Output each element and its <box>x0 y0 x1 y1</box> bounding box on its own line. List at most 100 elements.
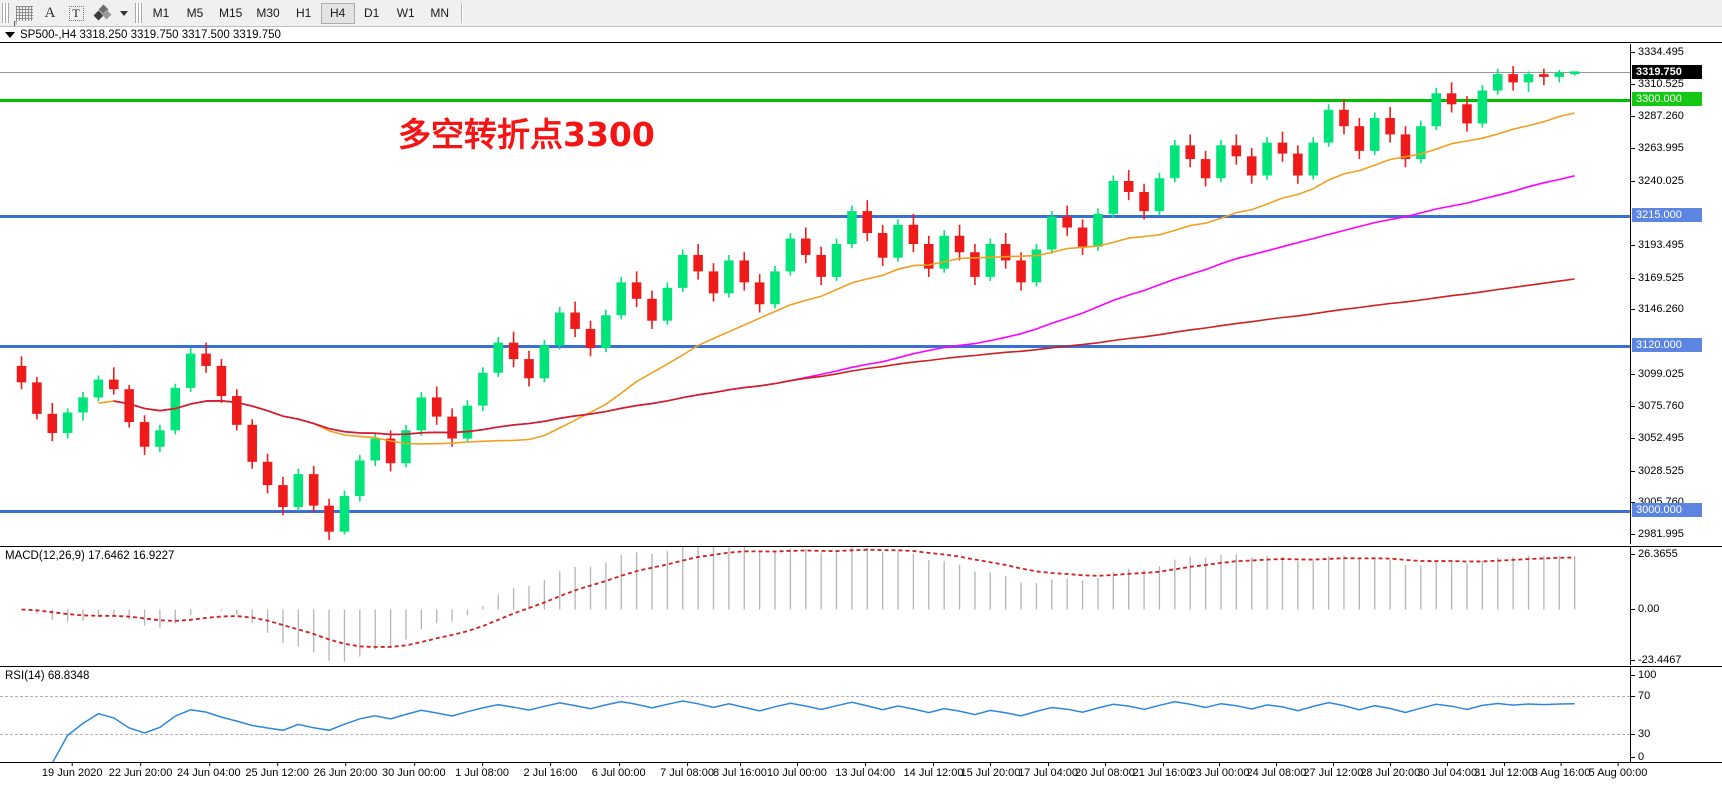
rsi-tick: 30 <box>1631 728 1650 740</box>
time-tick: 10 Jul 00:00 <box>766 762 827 779</box>
time-axis[interactable]: 19 Jun 2020 22 Jun 20:00 24 Jun 04:00 25 Ju… <box>0 762 1722 795</box>
text-tool-icon[interactable]: A <box>37 2 63 25</box>
price-tick: 3334.495 <box>1631 46 1684 58</box>
rsi-axis[interactable]: 100 70 30 0 <box>1630 667 1722 763</box>
ma-fast <box>98 112 1575 445</box>
price-plot-area[interactable] <box>0 44 1630 544</box>
symbol-ohlc-text: SP500-,H4 3318.250 3319.750 3317.500 331… <box>20 29 281 41</box>
time-tick: 30 Jul 04:00 <box>1417 762 1478 779</box>
time-tick: 28 Jul 20:00 <box>1360 762 1421 779</box>
time-tick: 31 Jul 12:00 <box>1474 762 1535 779</box>
timeframe-group: M1 M5 M15 M30 H1 H4 D1 W1 MN <box>144 0 457 27</box>
letter-t-glyph: T <box>68 5 84 21</box>
macd-tick: 0.00 <box>1631 603 1659 615</box>
price-panel[interactable]: 3334.495 3310.525 3287.260 3263.995 3240.025… <box>0 44 1722 544</box>
time-tick: 27 Jul 12:00 <box>1303 762 1364 779</box>
ma-mid <box>113 175 1575 436</box>
rsi-tick: 100 <box>1631 669 1656 681</box>
ma-slow <box>113 278 1575 436</box>
timeframe-m15[interactable]: M15 <box>219 6 243 20</box>
macd-plot-area[interactable] <box>0 547 1630 665</box>
time-tick: 30 Jun 00:00 <box>381 762 446 779</box>
rsi-panel[interactable]: 100 70 30 0 RSI(14) 68.8348 <box>0 666 1722 763</box>
last-price-line[interactable] <box>0 71 1630 73</box>
time-tick: 6 Jul 00:00 <box>591 762 646 779</box>
timeframe-h4[interactable]: H4 <box>320 2 355 24</box>
time-tick: 5 Aug 00:00 <box>1588 762 1648 779</box>
price-axis[interactable]: 3334.495 3310.525 3287.260 3263.995 3240.025… <box>1630 44 1722 544</box>
price-badge-blue[interactable]: 3000.000 <box>1632 502 1702 517</box>
macd-signal-line <box>21 548 1575 648</box>
shapes-glyph <box>93 4 112 21</box>
price-tick: 3075.760 <box>1631 400 1684 412</box>
timeframe-d1[interactable]: D1 <box>364 6 380 20</box>
price-tick: 3146.260 <box>1631 303 1684 315</box>
time-tick: 2 Jul 16:00 <box>523 762 578 779</box>
price-tick: 3193.495 <box>1631 239 1684 251</box>
toolbar-separator <box>460 3 463 23</box>
timeframe-mn[interactable]: MN <box>430 6 450 20</box>
time-tick: 3 Aug 16:00 <box>1531 762 1591 779</box>
price-tick: 3099.025 <box>1631 368 1684 380</box>
crosshair-glyph <box>14 5 33 28</box>
timeframe-m5[interactable]: M5 <box>186 6 204 20</box>
objects-dropdown-caret-icon[interactable] <box>115 2 133 25</box>
price-badge-green[interactable]: 3300.000 <box>1632 91 1702 106</box>
price-tick: 3052.495 <box>1631 432 1684 444</box>
symbol-dropdown-caret-icon[interactable] <box>5 32 15 38</box>
timeframe-h1[interactable]: H1 <box>296 6 312 20</box>
time-tick: 23 Jul 00:00 <box>1189 762 1250 779</box>
macd-tick: 26.3655 <box>1631 548 1678 560</box>
level-3300[interactable] <box>0 98 1630 102</box>
time-tick: 7 Jul 08:00 <box>660 762 714 779</box>
time-tick: 8 Jul 16:00 <box>713 762 767 779</box>
level-3000[interactable] <box>0 509 1630 513</box>
timeframe-m30[interactable]: M30 <box>256 6 280 20</box>
rsi-tick: 0 <box>1631 751 1644 763</box>
toolbar: A T M1 M5 M15 M30 H1 H4 D1 W1 MN <box>0 0 1722 28</box>
time-tick: 25 Jun 12:00 <box>245 762 309 779</box>
timeframe-m1[interactable]: M1 <box>152 6 170 20</box>
toolbar-grip-2[interactable] <box>135 3 142 23</box>
chevron-down-glyph <box>120 10 128 16</box>
rsi-label: RSI(14) 68.8348 <box>5 670 90 682</box>
symbol-bar: SP500-,H4 3318.250 3319.750 3317.500 331… <box>0 28 1722 43</box>
candlestick-series <box>16 65 1580 540</box>
time-tick: 24 Jul 08:00 <box>1246 762 1307 779</box>
price-tick: 3028.525 <box>1631 465 1684 477</box>
objects-tool-icon[interactable] <box>89 2 115 25</box>
rsi-plot-area[interactable] <box>0 667 1630 763</box>
label-tool-icon[interactable]: T <box>63 2 89 25</box>
macd-tick: -23.4467 <box>1631 654 1681 666</box>
level-3215[interactable] <box>0 215 1630 219</box>
price-tick: 3263.995 <box>1631 142 1684 154</box>
toolbar-tools-group: A T <box>11 0 133 28</box>
price-tick: 3310.525 <box>1631 78 1684 90</box>
macd-label: MACD(12,26,9) 17.6462 16.9227 <box>5 550 175 562</box>
price-tick: 2981.995 <box>1631 528 1684 540</box>
rsi-oversold-line <box>0 734 1630 736</box>
price-tick: 3169.525 <box>1631 272 1684 284</box>
toolbar-grip-1[interactable] <box>2 3 9 23</box>
time-tick: 19 Jun 2020 <box>41 762 103 779</box>
price-badge-blue[interactable]: 3215.000 <box>1632 208 1702 223</box>
macd-panel[interactable]: 26.3655 0.00 -23.4467 MACD(12,26,9) 17.646… <box>0 546 1722 666</box>
price-tick: 3240.025 <box>1631 175 1684 187</box>
letter-a-glyph: A <box>44 4 56 21</box>
time-tick: 17 Jul 04:00 <box>1018 762 1078 779</box>
time-tick: 1 Jul 08:00 <box>455 762 510 779</box>
time-tick: 22 Jun 20:00 <box>108 762 173 779</box>
level-3120[interactable] <box>0 345 1630 349</box>
time-tick: 15 Jul 20:00 <box>960 762 1021 779</box>
crosshair-f-icon[interactable] <box>11 2 37 28</box>
macd-series <box>21 547 1576 662</box>
timeframe-w1[interactable]: W1 <box>396 6 415 20</box>
time-tick: 14 Jul 12:00 <box>903 762 964 779</box>
rsi-series <box>36 700 1575 763</box>
price-badge-last[interactable]: 3319.750 <box>1632 64 1702 79</box>
price-badge-blue[interactable]: 3120.000 <box>1632 338 1702 353</box>
macd-axis[interactable]: 26.3655 0.00 -23.4467 <box>1630 547 1722 666</box>
time-tick: 21 Jul 16:00 <box>1132 762 1193 779</box>
chart-annotation-text: 多空转折点3300 <box>398 115 655 154</box>
